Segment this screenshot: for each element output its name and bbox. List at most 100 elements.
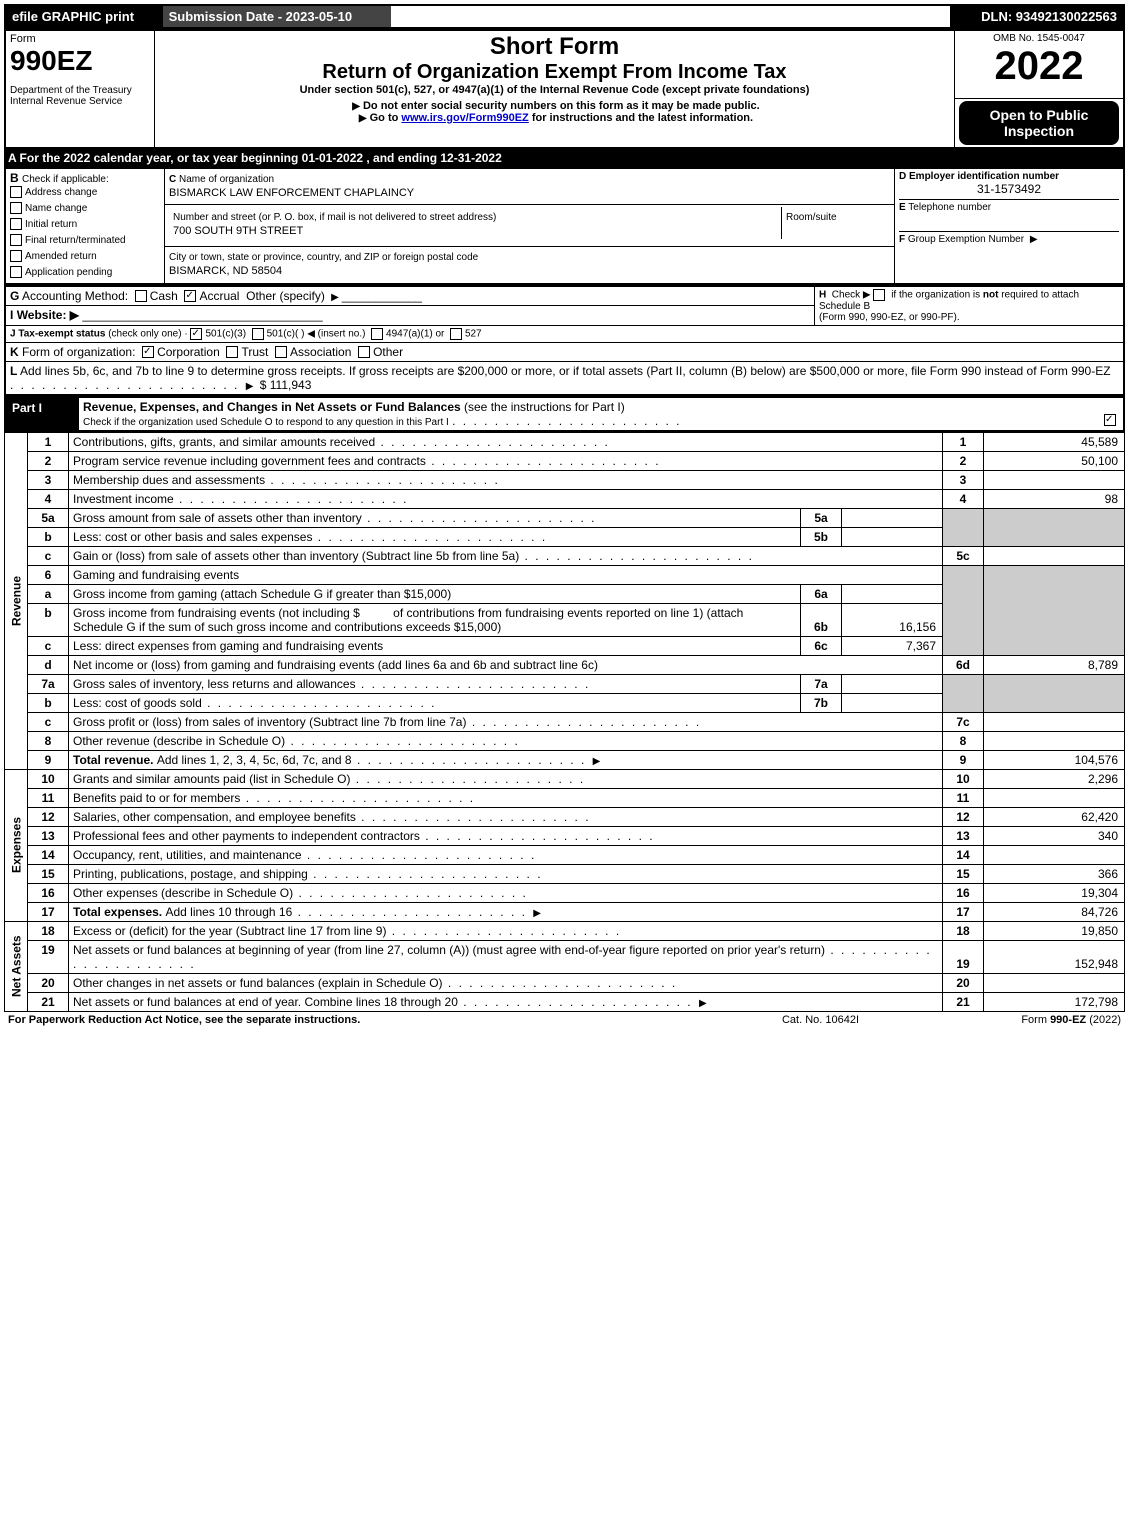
part-i-title: Revenue, Expenses, and Changes in Net As… — [83, 400, 461, 414]
check-if-applicable: Check if applicable: — [22, 174, 109, 185]
line21-amount: 172,798 — [984, 992, 1125, 1011]
checkbox-other-org[interactable] — [358, 346, 370, 358]
website-label: Website: ▶ — [17, 308, 79, 322]
checkbox-527[interactable] — [450, 328, 462, 340]
goto-suffix: for instructions and the latest informat… — [529, 112, 753, 124]
checkbox-name-change[interactable] — [10, 202, 22, 214]
line19-text: Net assets or fund balances at beginning… — [73, 943, 825, 957]
line7a-text: Gross sales of inventory, less returns a… — [73, 677, 356, 691]
street-label: Number and street (or P. O. box, if mail… — [173, 212, 496, 223]
checkbox-501c[interactable] — [252, 328, 264, 340]
line5b-amount — [842, 527, 943, 546]
line12-text: Salaries, other compensation, and employ… — [73, 810, 356, 824]
line6c-text: Less: direct expenses from gaming and fu… — [73, 639, 383, 653]
section-j-label: J — [10, 328, 16, 339]
line3-amount — [984, 470, 1125, 489]
line7c-amount — [984, 712, 1125, 731]
line15-amount: 366 — [984, 864, 1125, 883]
ein-label: Employer identification number — [909, 171, 1059, 182]
line17-text: Total expenses. — [73, 905, 165, 919]
checkbox-schedule-b[interactable] — [873, 289, 885, 301]
checkbox-association[interactable] — [275, 346, 287, 358]
checkbox-cash[interactable] — [135, 290, 147, 302]
line16-text: Other expenses (describe in Schedule O) — [73, 886, 293, 900]
checkbox-accrual[interactable] — [184, 290, 196, 302]
checkbox-application-pending[interactable] — [10, 266, 22, 278]
line14-text: Occupancy, rent, utilities, and maintena… — [73, 848, 302, 862]
efile-print[interactable]: efile GRAPHIC print — [5, 5, 163, 28]
line1-amount: 45,589 — [984, 432, 1125, 451]
line4-amount: 98 — [984, 489, 1125, 508]
line14-amount — [984, 845, 1125, 864]
line1-text: Contributions, gifts, grants, and simila… — [73, 435, 375, 449]
section-i-label: I — [10, 308, 13, 322]
submission-date: Submission Date - 2023-05-10 — [163, 5, 391, 28]
line5a-amount — [842, 508, 943, 527]
part-i-label: Part I — [5, 397, 79, 431]
line9-text: Total revenue. — [73, 753, 157, 767]
checkbox-initial-return[interactable] — [10, 218, 22, 230]
h-check-text: Check ▶ — [832, 289, 871, 300]
line8-amount — [984, 731, 1125, 750]
line6a-text: Gross income from gaming (attach Schedul… — [73, 587, 451, 601]
org-name: BISMARCK LAW ENFORCEMENT CHAPLAINCY — [169, 187, 414, 199]
line11-amount — [984, 788, 1125, 807]
section-b-label: B — [10, 171, 19, 185]
section-f-label: F — [899, 234, 905, 245]
checkbox-schedule-o[interactable] — [1104, 414, 1116, 426]
form-label: Form — [10, 33, 150, 45]
room-suite-label: Room/suite — [786, 212, 837, 223]
dln: DLN: 93492130022563 — [950, 5, 1124, 28]
checkbox-corporation[interactable] — [142, 346, 154, 358]
line5a-text: Gross amount from sale of assets other t… — [73, 511, 362, 525]
line3-text: Membership dues and assessments — [73, 473, 265, 487]
city-value: BISMARCK, ND 58504 — [169, 265, 282, 277]
part-i-table: Revenue 1 Contributions, gifts, grants, … — [4, 432, 1125, 1012]
checkbox-4947[interactable] — [371, 328, 383, 340]
line2-text: Program service revenue including govern… — [73, 454, 426, 468]
line5c-amount — [984, 546, 1125, 565]
accounting-method-label: Accounting Method: — [22, 289, 128, 303]
line20-text: Other changes in net assets or fund bala… — [73, 976, 443, 990]
line7a-amount — [842, 674, 943, 693]
checkbox-address-change[interactable] — [10, 186, 22, 198]
irs-link[interactable]: www.irs.gov/Form990EZ — [401, 112, 528, 124]
form-number: 990EZ — [10, 45, 150, 77]
line13-text: Professional fees and other payments to … — [73, 829, 420, 843]
line6b-text1: Gross income from fundraising events (no… — [73, 606, 360, 620]
line5c-text: Gain or (loss) from sale of assets other… — [73, 549, 519, 563]
line19-amount: 152,948 — [984, 940, 1125, 973]
expenses-side-label: Expenses — [5, 769, 28, 921]
gross-receipts-amount: $ 111,943 — [260, 378, 312, 392]
line7b-amount — [842, 693, 943, 712]
section-l-text: Add lines 5b, 6c, and 7b to line 9 to de… — [20, 364, 1111, 378]
section-h-label: H — [819, 289, 826, 300]
form-header: Form 990EZ Department of the Treasury In… — [4, 29, 1125, 149]
omb-number: OMB No. 1545-0047 — [959, 33, 1119, 44]
under-section: Under section 501(c), 527, or 4947(a)(1)… — [159, 84, 950, 96]
checkbox-final-return[interactable] — [10, 234, 22, 246]
line13-amount: 340 — [984, 826, 1125, 845]
checkbox-501c3[interactable] — [190, 328, 202, 340]
section-c-label: C — [169, 174, 176, 185]
section-k-label: K — [10, 345, 19, 359]
line10-text: Grants and similar amounts paid (list in… — [73, 772, 350, 786]
tax-year: 2022 — [959, 44, 1119, 89]
street-value: 700 SOUTH 9TH STREET — [173, 225, 303, 237]
goto-prefix: Go to — [370, 112, 402, 124]
name-of-org-label: Name of organization — [179, 174, 274, 185]
open-public-badge: Open to Public Inspection — [959, 101, 1119, 145]
line10-amount: 2,296 — [984, 769, 1125, 788]
line15-text: Printing, publications, postage, and shi… — [73, 867, 308, 881]
checkbox-amended-return[interactable] — [10, 250, 22, 262]
short-form-title: Short Form — [159, 33, 950, 61]
form-org-label: Form of organization: — [22, 345, 135, 359]
line2-amount: 50,100 — [984, 451, 1125, 470]
line18-amount: 19,850 — [984, 921, 1125, 940]
part-i-check-text: Check if the organization used Schedule … — [83, 417, 449, 428]
checkbox-trust[interactable] — [226, 346, 238, 358]
line18-text: Excess or (deficit) for the year (Subtra… — [73, 924, 386, 938]
tax-exempt-label: Tax-exempt status — [18, 328, 105, 339]
line17-amount: 84,726 — [984, 902, 1125, 921]
section-e-label: E — [899, 202, 906, 213]
